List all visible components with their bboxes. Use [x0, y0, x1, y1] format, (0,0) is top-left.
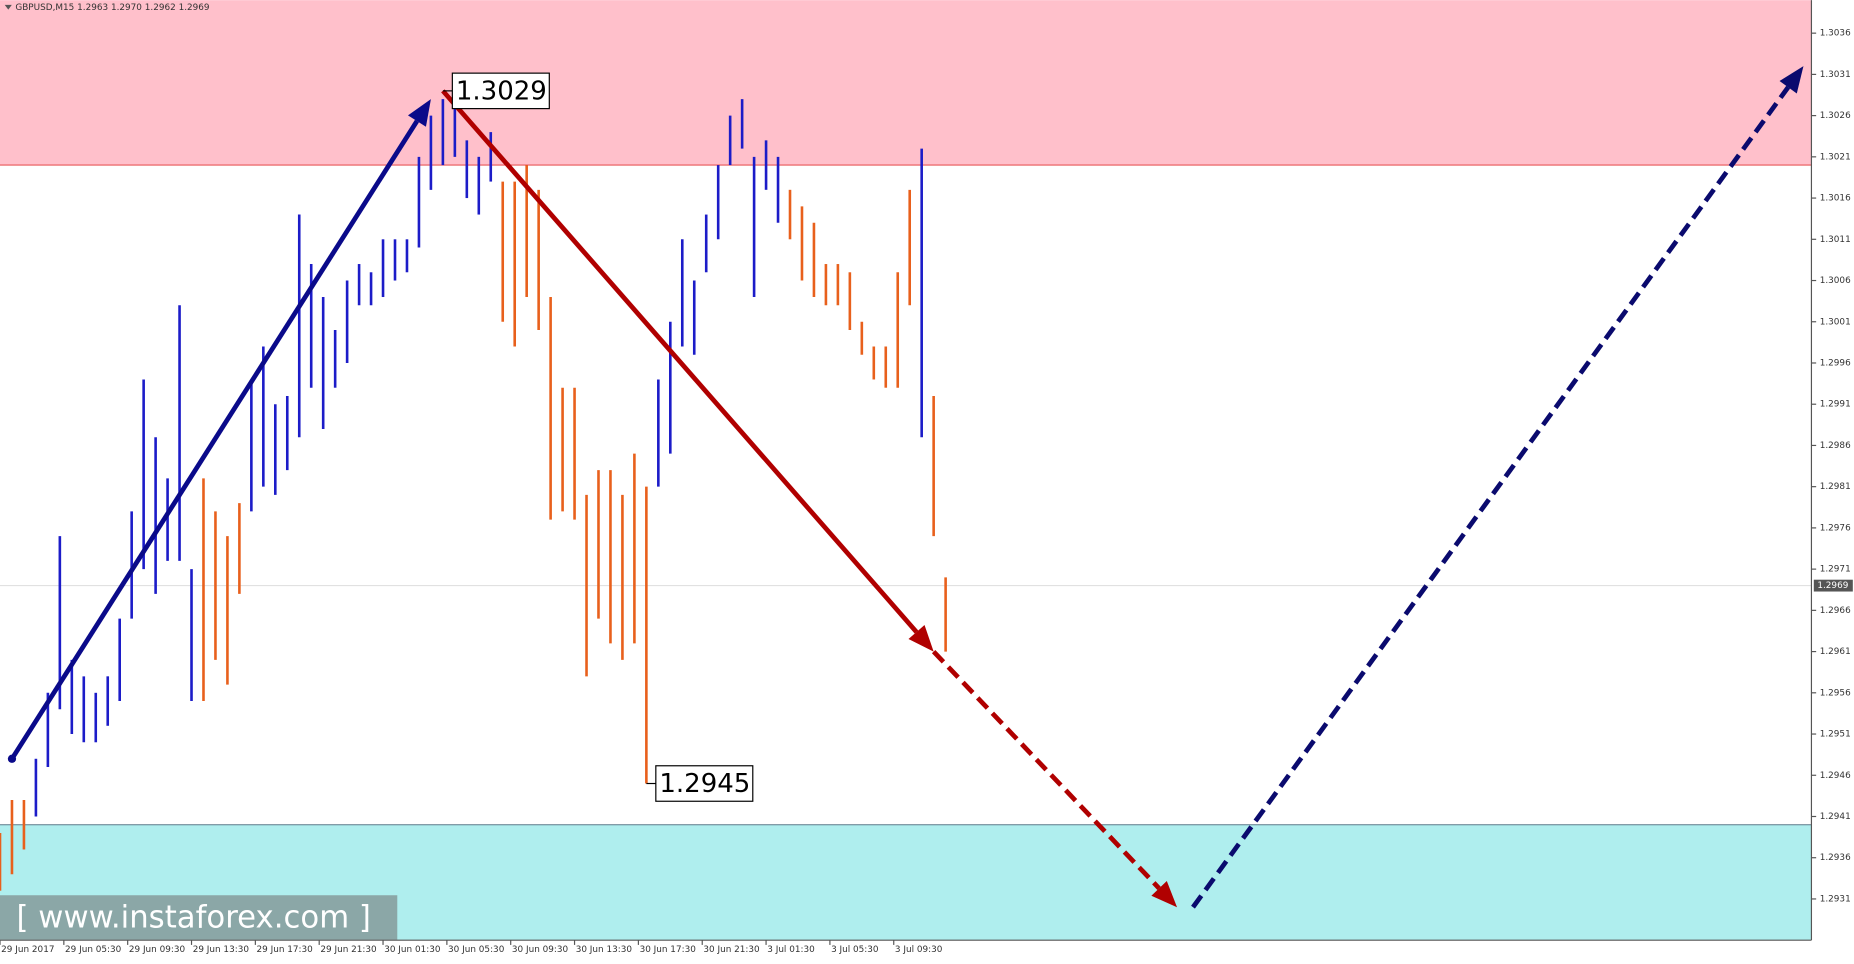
x-tick-label: 29 Jun 21:30 [320, 945, 377, 955]
y-tick-label: 1.2931 [1820, 894, 1851, 904]
x-tick-label: 29 Jun 13:30 [193, 945, 250, 955]
arrow-head [1151, 881, 1178, 908]
x-tick-label: 3 Jul 01:30 [767, 945, 815, 955]
y-tick-label: 1.2946 [1820, 771, 1851, 781]
y-tick-label: 1.3031 [1820, 70, 1851, 80]
arrow-head [1779, 66, 1804, 94]
y-tick-label: 1.2941 [1820, 812, 1851, 822]
wave-arrow [931, 649, 1161, 890]
y-tick-label: 1.3011 [1820, 235, 1851, 245]
y-tick-label: 1.2971 [1820, 565, 1851, 575]
y-tick-label: 1.3026 [1820, 111, 1851, 121]
x-tick-label: 29 Jun 09:30 [129, 945, 186, 955]
y-tick-label: 1.2936 [1820, 853, 1851, 863]
x-tick-label: 30 Jun 09:30 [512, 945, 569, 955]
y-tick-label: 1.3036 [1820, 29, 1851, 39]
y-tick-label: 1.2976 [1820, 523, 1851, 533]
target-zone [0, 0, 1812, 166]
wave-arrow [9, 119, 419, 761]
x-tick-label: 30 Jun 05:30 [448, 945, 505, 955]
annotation-box [451, 72, 550, 110]
arrow-start [7, 754, 17, 763]
chart-title: GBPUSD,M15 1.2963 1.2970 1.2962 1.2969 [15, 3, 210, 13]
wave-arrow [441, 89, 919, 634]
y-tick-label: 1.2981 [1820, 482, 1851, 492]
last-price-tag [1813, 579, 1853, 592]
annotation-box [655, 765, 754, 802]
y-tick-label: 1.2951 [1820, 730, 1851, 740]
y-tick-label: 1.2986 [1820, 441, 1851, 451]
y-tick-label: 1.2991 [1820, 400, 1851, 410]
annotation-label: 1.3029 [456, 77, 547, 107]
last-price-label: 1.2969 [1817, 581, 1848, 591]
x-tick-label: 29 Jun 05:30 [65, 945, 122, 955]
y-tick-label: 1.2966 [1820, 606, 1851, 616]
watermark-box [0, 895, 398, 941]
annotation-label: 1.2945 [659, 769, 750, 799]
x-tick-label: 30 Jun 01:30 [384, 945, 441, 955]
y-tick-label: 1.3001 [1820, 317, 1851, 327]
watermark: [ www.instaforex.com ] [17, 899, 371, 935]
y-tick-label: 1.2996 [1820, 358, 1851, 368]
x-tick-label: 30 Jun 13:30 [576, 945, 633, 955]
x-tick-label: 30 Jun 17:30 [640, 945, 697, 955]
x-tick-label: 3 Jul 05:30 [831, 945, 879, 955]
x-tick-label: 30 Jun 21:30 [703, 945, 760, 955]
y-tick-label: 1.2961 [1820, 647, 1851, 657]
y-tick-label: 1.3006 [1820, 276, 1851, 286]
y-tick-label: 1.3021 [1820, 152, 1851, 162]
menu-triangle [4, 4, 12, 10]
y-tick-label: 1.2956 [1820, 688, 1851, 698]
x-tick-label: 29 Jun 2017 [1, 945, 54, 955]
arrow-head [407, 99, 431, 127]
x-tick-label: 29 Jun 17:30 [257, 945, 314, 955]
x-tick-label: 3 Jul 09:30 [895, 945, 943, 955]
arrow-head [908, 624, 934, 652]
y-tick-label: 1.3016 [1820, 194, 1851, 204]
